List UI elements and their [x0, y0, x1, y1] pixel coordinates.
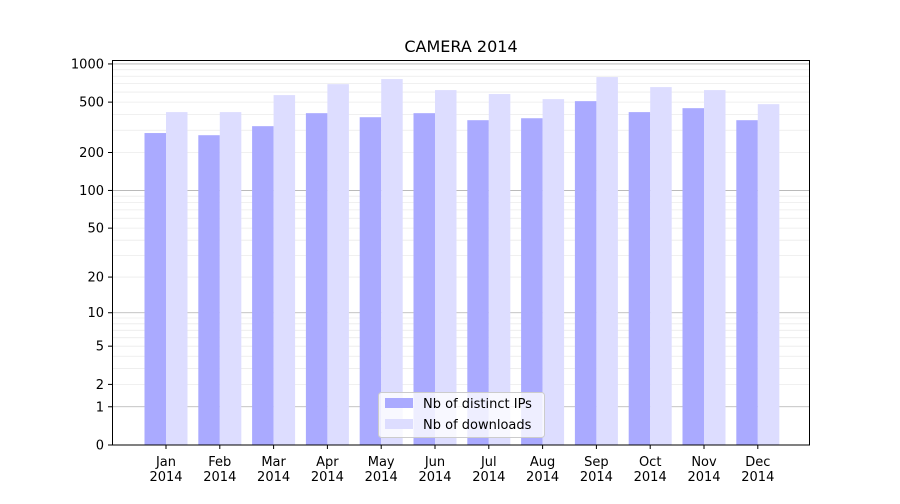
x-axis: Jan 2014 Feb 2014 Mar 2014 Apr 2014 May 2014 Jun 20… — [149, 445, 774, 485]
x-tick-label: Sep 2014 — [580, 455, 613, 485]
y-tick-label: 1 — [96, 400, 104, 415]
x-tick-label: Apr 2014 — [311, 455, 344, 485]
bar-distinct-ips — [359, 117, 382, 445]
bar-distinct-ips — [144, 133, 166, 446]
x-tick-label: May 2014 — [365, 455, 398, 485]
bar-distinct-ips — [628, 112, 651, 446]
y-tick-label: 500 — [79, 96, 104, 111]
y-tick-label: 2 — [96, 378, 104, 393]
bars — [144, 77, 780, 446]
y-tick-label: 0 — [96, 439, 104, 454]
x-tick-label: Oct 2014 — [634, 455, 667, 485]
chart-title: CAMERA 2014 — [404, 37, 517, 56]
bar-downloads — [273, 95, 296, 445]
y-tick-label: 100 — [79, 184, 104, 199]
bar-downloads — [650, 87, 672, 445]
x-tick-label: Feb 2014 — [203, 455, 236, 485]
bar-downloads — [166, 112, 188, 446]
x-tick-label: Dec 2014 — [741, 455, 774, 485]
bar-downloads — [488, 94, 511, 445]
bar-distinct-ips — [574, 101, 597, 446]
y-tick-label: 1000 — [71, 57, 104, 72]
bar-distinct-ips — [413, 113, 435, 445]
y-axis: 0 1 2 5 10 20 50 100 200 500 1000 — [71, 57, 112, 454]
bar-distinct-ips — [682, 108, 704, 446]
x-tick-label: Mar 2014 — [257, 455, 290, 485]
legend-swatch-ips — [385, 398, 413, 408]
bar-downloads — [542, 99, 565, 446]
y-tick-label: 10 — [87, 306, 104, 321]
bar-distinct-ips — [305, 113, 328, 445]
x-tick-label: Jun 2014 — [418, 455, 451, 485]
x-tick-label: Jan 2014 — [149, 455, 182, 485]
legend-label-ips: Nb of distinct IPs — [423, 397, 532, 412]
bar-downloads — [757, 104, 780, 445]
bar-downloads — [704, 90, 726, 445]
bar-distinct-ips — [252, 126, 274, 446]
y-tick-label: 200 — [79, 146, 104, 161]
bar-downloads — [219, 112, 242, 446]
legend-label-downloads: Nb of downloads — [423, 418, 532, 433]
legend: Nb of distinct IPs Nb of downloads — [378, 392, 545, 438]
bar-downloads — [435, 90, 457, 445]
bar-downloads — [327, 84, 349, 446]
y-tick-label: 50 — [87, 222, 104, 237]
bar-distinct-ips — [467, 120, 489, 445]
bar-downloads — [596, 77, 618, 445]
legend-swatch-downloads — [385, 419, 413, 429]
plot-frame — [112, 60, 810, 446]
bar-distinct-ips — [521, 118, 543, 446]
bar-distinct-ips — [198, 135, 220, 445]
y-tick-label: 20 — [87, 271, 104, 286]
x-tick-label: Nov 2014 — [687, 455, 720, 485]
y-tick-label: 5 — [96, 340, 104, 355]
x-tick-label: Jul 2014 — [472, 455, 505, 485]
x-tick-label: Aug 2014 — [526, 455, 559, 485]
bar-downloads — [381, 79, 403, 445]
bar-distinct-ips — [736, 120, 758, 445]
